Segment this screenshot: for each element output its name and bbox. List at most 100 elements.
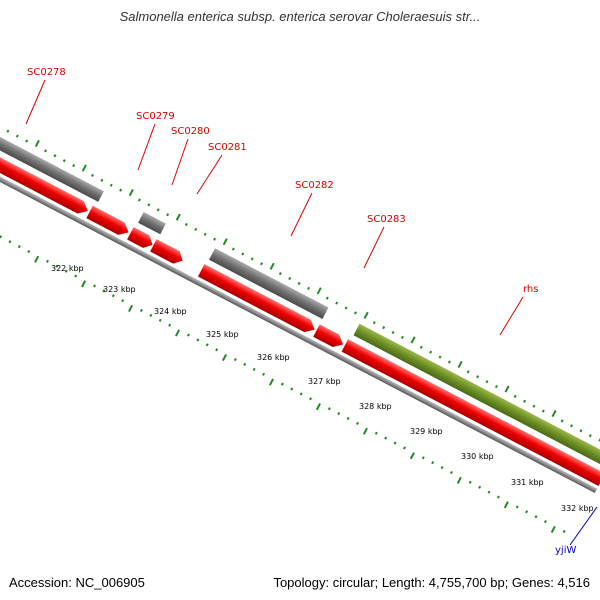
minor-tick [119,188,123,192]
minor-tick [168,323,172,327]
minor-tick [337,412,341,416]
minor-tick [496,495,500,499]
minor-tick [62,159,66,163]
cds-feature-sc0282 [198,264,315,333]
major-tick [315,403,321,411]
minor-tick [297,281,301,286]
minor-tick [562,529,566,534]
minor-tick [534,515,538,519]
inner-tick-track [0,235,566,534]
minor-tick [278,272,282,276]
minor-tick [55,264,59,268]
minor-tick [447,360,451,364]
minor-tick [280,382,284,386]
major-tick [316,287,322,295]
minor-tick [344,306,348,310]
minor-tick [0,235,3,239]
minor-tick [431,461,435,465]
gene-label-sc0283: SC0283 [367,214,406,225]
major-tick [550,525,556,533]
minor-tick [25,139,29,143]
minor-tick [90,173,94,177]
minor-tick [400,335,404,340]
kbp-label: 323 kbp [103,285,136,294]
minor-tick [290,387,294,391]
minor-tick [196,338,200,342]
minor-tick [241,252,245,256]
minor-tick [440,466,444,470]
cds-feature-sc0283 [313,324,344,347]
kbp-label: 326 kbp [257,353,290,362]
major-tick [551,410,557,418]
minor-tick [494,384,498,389]
minor-tick [487,490,491,494]
major-tick [269,262,275,270]
minor-tick [354,311,357,315]
minor-tick [532,404,536,408]
gene-feature-sc0278 [0,124,104,202]
minor-tick [194,227,198,231]
minor-tick [72,163,76,168]
minor-tick [403,446,406,450]
minor-tick [309,397,313,401]
kbp-label: 328 kbp [359,402,392,411]
minor-tick [109,183,113,187]
minor-tick [356,421,359,425]
minor-tick [100,178,104,182]
minor-tick [53,154,57,158]
minor-tick [102,289,106,293]
minor-tick [186,333,190,337]
outer-tick-track [6,129,600,442]
major-tick [128,304,134,312]
kbp-label: 327 kbp [308,377,341,386]
minor-tick [46,259,49,263]
major-tick [175,329,181,337]
major-tick [81,164,87,172]
minor-tick [346,416,350,421]
minor-tick [93,284,96,288]
minor-tick [523,399,527,403]
minor-tick [513,394,517,398]
minor-tick [335,301,339,305]
minor-tick [156,208,160,212]
gene-feature-sc0282 [209,248,329,320]
gene-label-rhs: rhs [523,284,538,295]
major-tick [503,501,509,509]
minor-tick [391,330,395,335]
minor-tick [184,222,188,227]
minor-tick [74,274,78,278]
minor-tick [231,247,235,251]
cds-feature-sc0281 [150,239,183,264]
major-tick [222,238,228,246]
minor-tick [382,326,386,330]
minor-tick [419,345,423,349]
minor-tick [262,372,266,376]
kbp-label: 325 kbp [206,330,239,339]
minor-tick [149,313,153,317]
minor-tick [525,510,529,514]
cds-feature-sc0279 [86,205,129,235]
gene-label-yjiw: yjiW [555,545,576,556]
kbp-label: 324 kbp [154,307,187,316]
cds-feature-sc0278 [0,139,88,214]
major-tick [175,213,181,221]
map-title: Salmonella enterica subsp. enterica sero… [119,9,481,24]
genome-backbone [0,155,598,494]
major-tick [81,280,87,288]
minor-tick [213,237,217,241]
minor-tick [543,520,547,524]
major-tick [268,378,274,386]
minor-tick [466,370,470,374]
minor-tick [139,308,143,313]
major-tick [362,427,368,435]
major-tick [34,139,40,148]
cds-feature-rhs [341,339,600,486]
label-leaders [25,79,524,336]
minor-tick [485,380,489,384]
minor-tick [478,485,482,489]
minor-tick [468,480,472,484]
minor-tick [588,434,592,438]
minor-tick [421,456,425,460]
minor-tick [374,431,378,435]
major-tick [221,353,228,362]
